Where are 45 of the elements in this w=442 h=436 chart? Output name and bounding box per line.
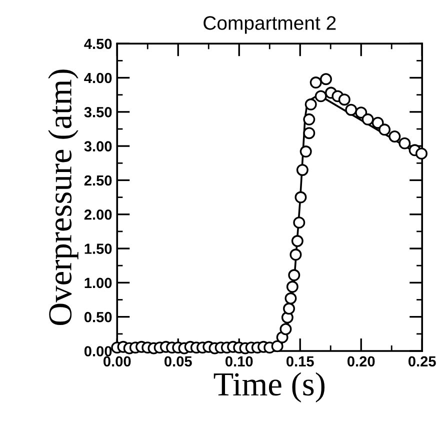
y-tick-label: 1.50 — [84, 244, 112, 254]
point — [398, 137, 411, 150]
chart-title: Compartment 2 — [204, 16, 336, 34]
x-axis-title: Time (s) — [214, 372, 324, 402]
point — [320, 73, 332, 86]
y-tick-label: 0.50 — [84, 312, 112, 322]
y-tick-label: 1.00 — [84, 278, 112, 288]
point — [283, 302, 295, 315]
point — [345, 104, 358, 116]
x-tick-label: 0.10 — [226, 356, 253, 367]
y-tick-label: 2.50 — [84, 175, 112, 186]
point — [314, 90, 327, 102]
point — [300, 146, 312, 158]
point — [293, 216, 306, 229]
point — [286, 280, 298, 293]
point — [271, 340, 284, 352]
x-tick-label: 0.15 — [286, 356, 314, 367]
point — [310, 76, 322, 89]
x-tick-label: 0.20 — [348, 356, 375, 367]
point — [294, 191, 307, 204]
x-tick-label: 0.00 — [104, 356, 131, 367]
point — [304, 98, 317, 110]
point — [338, 94, 350, 106]
y-tick-label: 4.00 — [84, 72, 112, 84]
point — [290, 248, 302, 261]
point — [284, 292, 297, 304]
point — [378, 124, 391, 136]
x-tick-label: 0.25 — [408, 356, 436, 367]
y-axis-title: Overpressure (atm) — [48, 70, 78, 326]
x-tick-label: 0.05 — [164, 356, 192, 367]
point — [362, 113, 374, 126]
y-tick-label: 3.00 — [84, 141, 112, 152]
y-tick-label: 4.50 — [84, 38, 112, 50]
y-tick-label: 2.00 — [84, 209, 112, 220]
point — [296, 164, 308, 176]
point — [416, 148, 428, 160]
y-tick-label: 3.50 — [84, 107, 112, 118]
point — [388, 130, 401, 142]
point — [291, 235, 304, 247]
point — [303, 113, 316, 126]
point — [303, 127, 316, 140]
point — [288, 269, 300, 282]
point — [280, 323, 292, 336]
y-tick-label: 0.00 — [84, 346, 112, 356]
point — [372, 116, 384, 129]
